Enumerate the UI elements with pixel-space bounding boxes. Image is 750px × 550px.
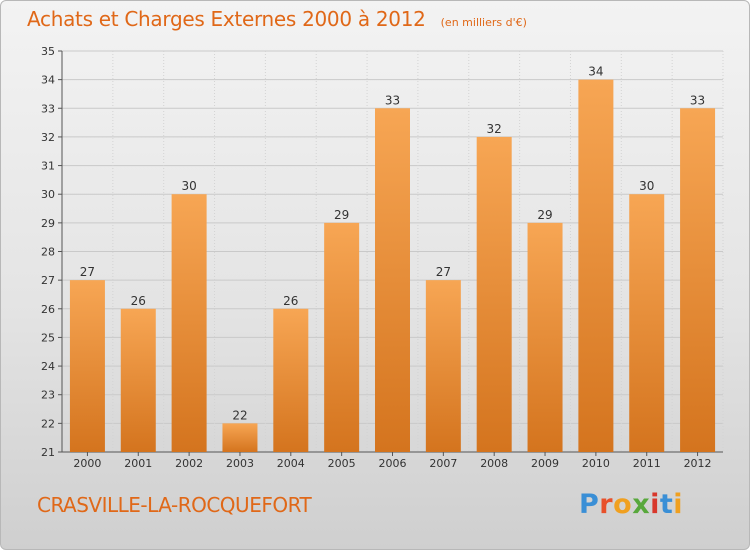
y-tick-label: 24 <box>41 360 55 373</box>
y-tick-label: 25 <box>41 331 55 344</box>
y-tick-label: 34 <box>41 74 55 87</box>
y-tick-label: 31 <box>41 160 55 173</box>
axes: 21 22 23 24 25 26 27 28 29 30 31 32 33 34 35 2000 2001 20… <box>41 45 723 470</box>
logo-letter: o <box>613 489 633 520</box>
bar-2003 <box>222 423 258 452</box>
logo-letter: t <box>659 489 674 520</box>
bar-2012 <box>680 108 716 453</box>
x-tick-label: 2006 <box>379 457 407 470</box>
x-tick-label: 2004 <box>277 457 305 470</box>
x-tick-label: 2003 <box>226 457 254 470</box>
x-tick-label: 2010 <box>582 457 610 470</box>
bar-2007 <box>425 280 461 452</box>
data-label: 29 <box>537 208 552 222</box>
bar-2009 <box>527 222 563 452</box>
data-label: 27 <box>436 265 451 279</box>
x-tick-label: 2000 <box>73 457 101 470</box>
bar-2005 <box>324 222 360 452</box>
bar-2011 <box>629 194 665 452</box>
chart-title: Achats et Charges Externes 2000 à 2012 <box>27 7 426 31</box>
data-label: 26 <box>283 294 298 308</box>
data-label: 33 <box>690 93 705 107</box>
bar-2004 <box>273 308 309 452</box>
y-tick-label: 27 <box>41 274 55 287</box>
logo-letter: P <box>579 489 600 520</box>
bar-2001 <box>120 308 156 452</box>
x-tick-label: 2012 <box>684 457 712 470</box>
data-label: 22 <box>232 408 247 422</box>
x-tick-label: 2007 <box>429 457 457 470</box>
bar-2000 <box>69 280 105 452</box>
y-tick-label: 30 <box>41 188 55 201</box>
logo-letter: i <box>650 489 660 520</box>
y-tick-label: 33 <box>41 102 55 115</box>
bar-2002 <box>171 194 207 452</box>
logo-letter: i <box>673 489 684 520</box>
x-tick-label: 2002 <box>175 457 203 470</box>
data-label: 26 <box>131 294 146 308</box>
logo-letter: x <box>632 489 651 520</box>
data-label: 33 <box>385 93 400 107</box>
x-tick-label: 2011 <box>633 457 661 470</box>
x-tick-label: 2005 <box>328 457 356 470</box>
y-tick-label: 32 <box>41 131 55 144</box>
bars <box>69 79 716 453</box>
y-tick-label: 29 <box>41 217 55 230</box>
y-tick-label: 23 <box>41 389 55 402</box>
y-tick-label: 26 <box>41 303 55 316</box>
data-label: 32 <box>487 122 502 136</box>
y-tick-label: 21 <box>41 446 55 459</box>
x-tick-label: 2009 <box>531 457 559 470</box>
y-tick-label: 28 <box>41 246 55 259</box>
proxiti-logo: Proxiti <box>579 489 683 520</box>
data-label: 30 <box>639 179 654 193</box>
data-label: 30 <box>181 179 196 193</box>
bar-2006 <box>375 108 410 453</box>
data-labels: 27 26 30 22 26 29 33 27 32 29 34 30 33 <box>80 65 705 423</box>
chart-subtitle: (en milliers d'€) <box>440 16 527 29</box>
data-label: 27 <box>80 265 95 279</box>
y-tick-label: 35 <box>41 45 55 58</box>
bar-2008 <box>476 136 512 452</box>
bar-2010 <box>578 79 614 453</box>
x-tick-label: 2001 <box>124 457 152 470</box>
title-row: Achats et Charges Externes 2000 à 2012 (… <box>27 7 527 31</box>
commune-name: CRASVILLE-LA-ROCQUEFORT <box>37 493 312 517</box>
data-label: 34 <box>588 65 603 79</box>
x-tick-label: 2008 <box>480 457 508 470</box>
logo-letter: r <box>599 489 614 520</box>
data-label: 29 <box>334 208 349 222</box>
y-tick-label: 22 <box>41 417 55 430</box>
